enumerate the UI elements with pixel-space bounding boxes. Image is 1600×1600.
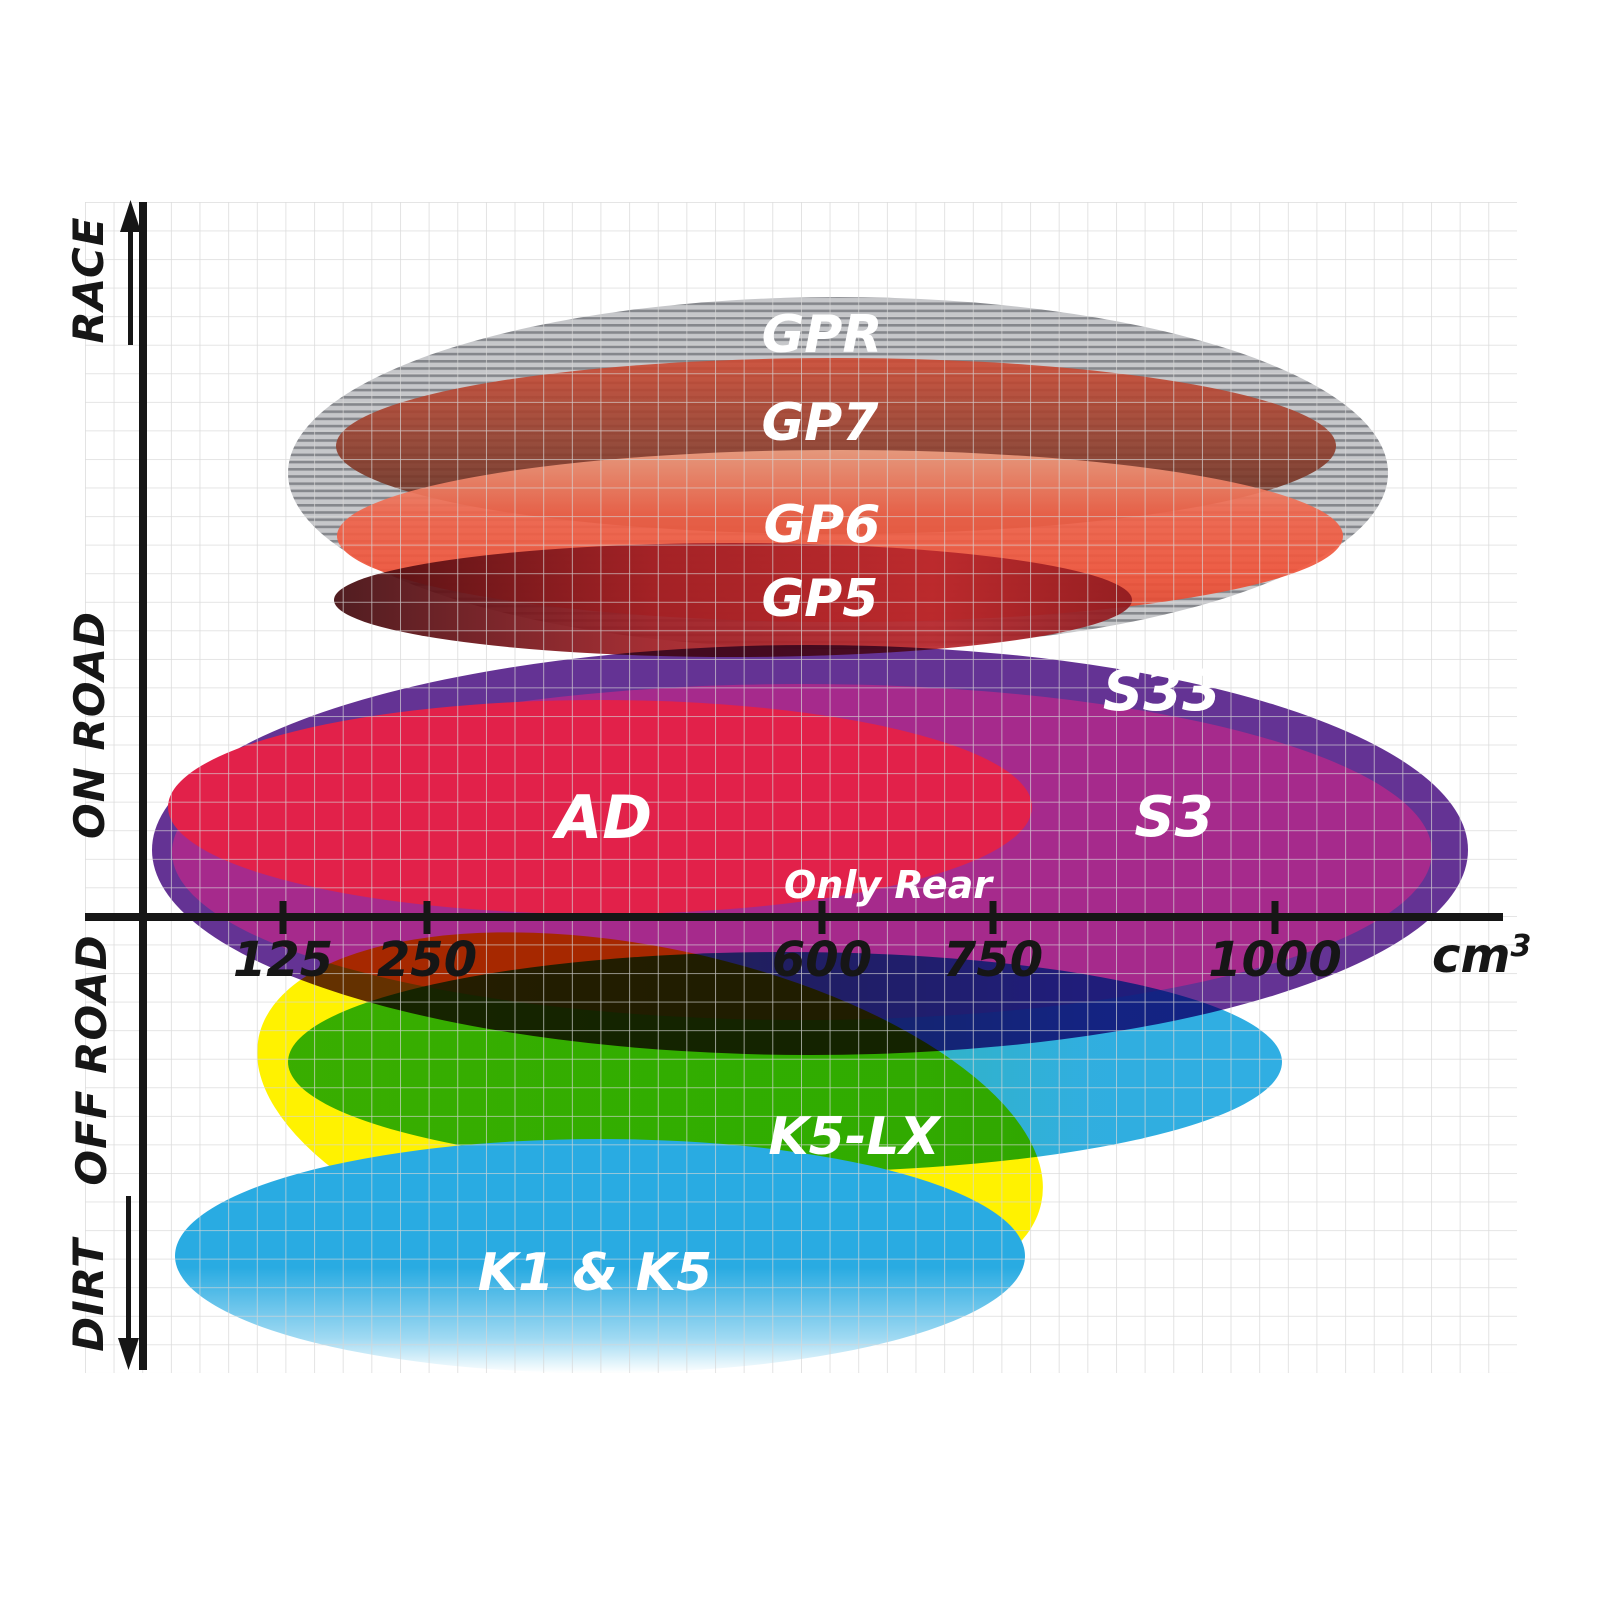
y-axis-line [139, 202, 147, 1370]
label-gp6: GP6 [764, 495, 881, 555]
tick-label-250: 250 [377, 932, 477, 988]
tick-label-750: 750 [943, 932, 1043, 988]
zone-label-dirt: DIRT [64, 1236, 113, 1352]
x-axis-unit: cm3 [1432, 928, 1531, 984]
label-only-rear: Only Rear [784, 863, 994, 907]
unit-superscript: 3 [1510, 929, 1531, 964]
label-gpr: GPR [762, 305, 883, 365]
tick-250 [423, 901, 431, 934]
label-k1k5: K1 & K5 [478, 1243, 713, 1303]
zone-label-on-road: ON ROAD [65, 611, 114, 839]
zone-label-race: RACE [64, 216, 113, 343]
race-arrow-icon [120, 200, 141, 345]
label-gp5: GP5 [762, 569, 879, 629]
label-s3: S3 [1134, 785, 1213, 850]
dirt-arrow-icon [118, 1196, 139, 1370]
label-k5lx: K5-LX [768, 1107, 942, 1167]
label-s33: S33 [1103, 659, 1221, 724]
label-ad: AD [552, 783, 652, 853]
tick-label-125: 125 [233, 932, 333, 988]
tick-label-600: 600 [772, 932, 872, 988]
tick-750 [989, 901, 997, 934]
zone-label-layer: RACE ON ROAD OFF ROAD DIRT [64, 216, 116, 1351]
tick-1000 [1271, 901, 1279, 934]
product-labels: GPR GP7 GP6 GP5 S33 S3 AD Only Rear K5-L… [478, 305, 1221, 1303]
x-axis-ticks: 125 250 600 750 1000 [233, 901, 1342, 988]
tick-label-1000: 1000 [1208, 932, 1342, 988]
x-axis-line [85, 913, 1503, 921]
zone-label-off-road: OFF ROAD [67, 934, 116, 1185]
label-gp7: GP7 [762, 393, 880, 453]
axes [85, 202, 1503, 1370]
grid [85, 202, 1517, 1373]
unit-text: cm [1432, 928, 1510, 984]
tick-600 [818, 901, 826, 934]
tick-125 [279, 901, 287, 934]
